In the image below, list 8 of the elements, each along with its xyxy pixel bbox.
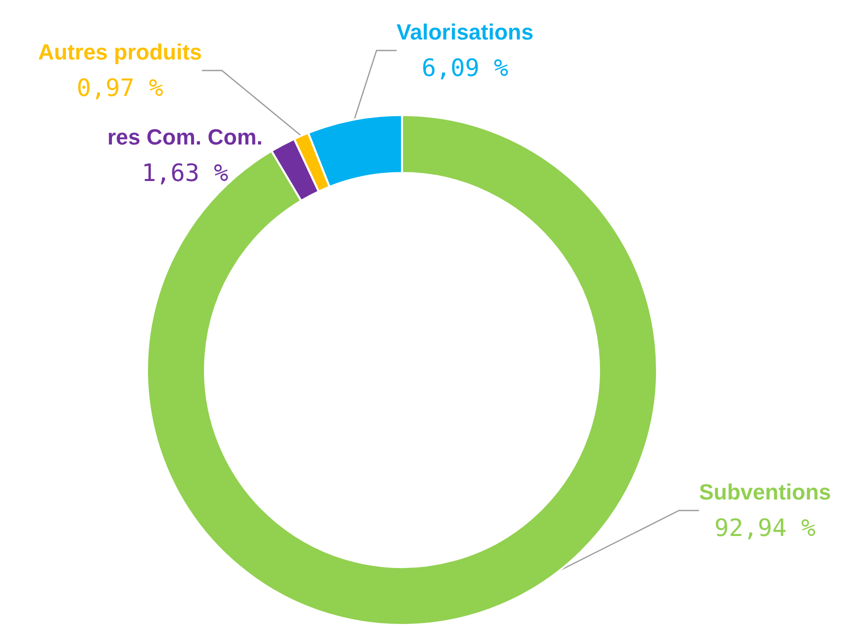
slice-label: Valorisations	[396, 20, 534, 44]
slice-label: Autres produits	[38, 40, 202, 64]
data-label: 0,97 %	[76, 74, 164, 102]
slice-label: res Com. Com.	[107, 124, 263, 150]
data-label: 1,63 %	[142, 159, 229, 187]
data-label: 92,94 %	[714, 514, 816, 542]
slice-label: Subventions	[698, 480, 832, 504]
data-label: 6,09 %	[422, 54, 509, 82]
